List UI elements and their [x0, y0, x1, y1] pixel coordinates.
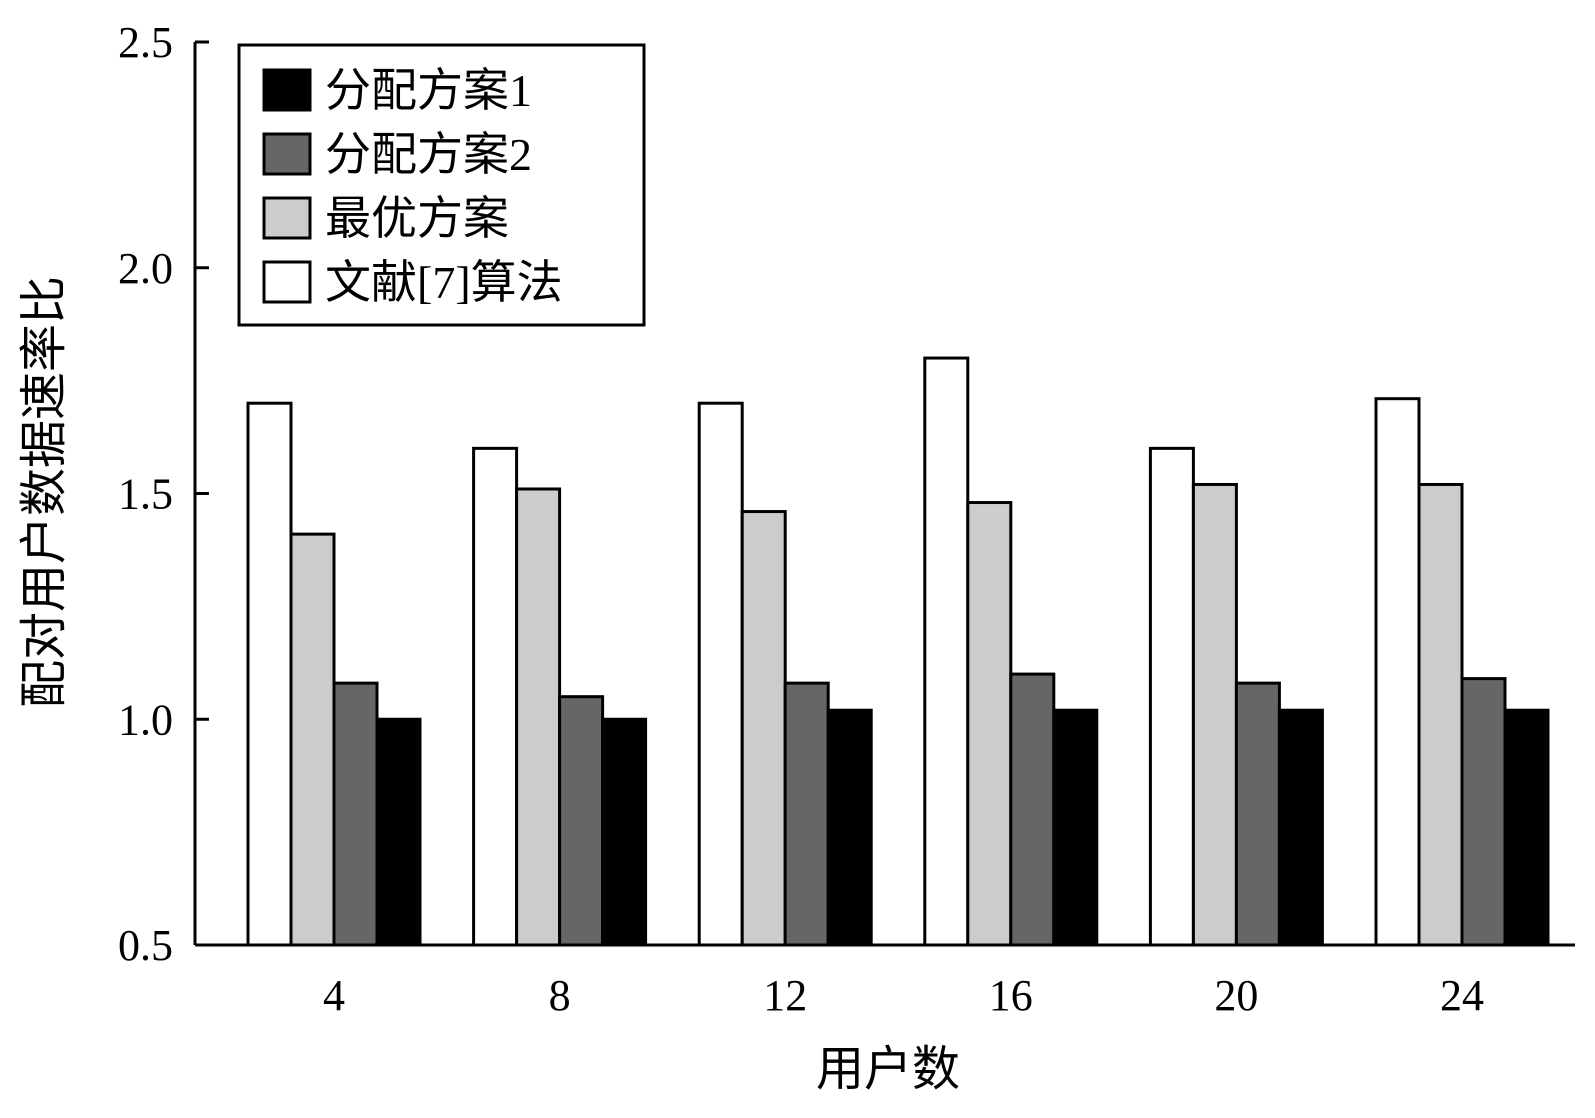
x-tick-label: 4	[323, 971, 345, 1020]
x-tick-label: 16	[989, 971, 1033, 1020]
bars-group	[246, 356, 1550, 947]
bar-2-cat-8	[515, 487, 562, 947]
bar-4-cat-12	[826, 708, 873, 947]
y-axis-title: 配对用户数据速率比	[18, 276, 71, 708]
bar-1-cat-4	[246, 401, 293, 947]
bar-1-cat-12	[697, 401, 744, 947]
y-tick-label: 1.0	[118, 695, 173, 744]
y-tick-label: 2.0	[118, 244, 173, 293]
legend-swatch	[262, 260, 312, 304]
legend-label: 分配方案2	[325, 129, 532, 180]
bar-1-cat-24	[1374, 397, 1421, 947]
x-tick-label: 8	[549, 971, 571, 1020]
bar-2-cat-12	[740, 510, 787, 947]
x-axis-ticks: 4 8 12 16 20 24	[323, 971, 1484, 1020]
x-axis-title: 用户数	[816, 1043, 960, 1096]
y-tick-label: 2.5	[118, 18, 173, 67]
bar-2-cat-16	[966, 501, 1013, 947]
bar-3-cat-12	[783, 681, 830, 947]
y-tick-label: 1.5	[118, 470, 173, 519]
y-axis-ticks: 0.5 1.0 1.5 2.0 2.5	[118, 18, 209, 970]
x-tick-label: 12	[763, 971, 807, 1020]
bar-4-cat-20	[1277, 708, 1324, 947]
bar-1-cat-16	[923, 356, 970, 947]
legend-swatch	[262, 68, 312, 112]
legend-label: 文献[7]算法	[325, 257, 563, 308]
bar-3-cat-20	[1234, 681, 1281, 947]
x-tick-label: 20	[1214, 971, 1258, 1020]
bar-3-cat-24	[1460, 677, 1507, 947]
bar-1-cat-20	[1148, 446, 1195, 947]
bar-3-cat-16	[1009, 672, 1056, 947]
y-tick-label: 0.5	[118, 921, 173, 970]
legend-label: 分配方案1	[325, 65, 532, 116]
bar-4-cat-8	[601, 717, 648, 947]
x-tick-label: 24	[1440, 971, 1484, 1020]
bar-2-cat-20	[1191, 482, 1238, 947]
bar-4-cat-16	[1052, 708, 1099, 947]
bar-4-cat-24	[1503, 708, 1550, 947]
legend-swatch	[262, 132, 312, 176]
bar-3-cat-8	[558, 695, 605, 947]
legend-label: 最优方案	[325, 193, 509, 244]
bar-2-cat-24	[1417, 482, 1464, 947]
bar-1-cat-8	[472, 446, 519, 947]
legend-swatch	[262, 196, 312, 240]
bar-2-cat-4	[289, 532, 336, 947]
bar-3-cat-4	[332, 681, 379, 947]
bar-4-cat-4	[375, 717, 422, 947]
